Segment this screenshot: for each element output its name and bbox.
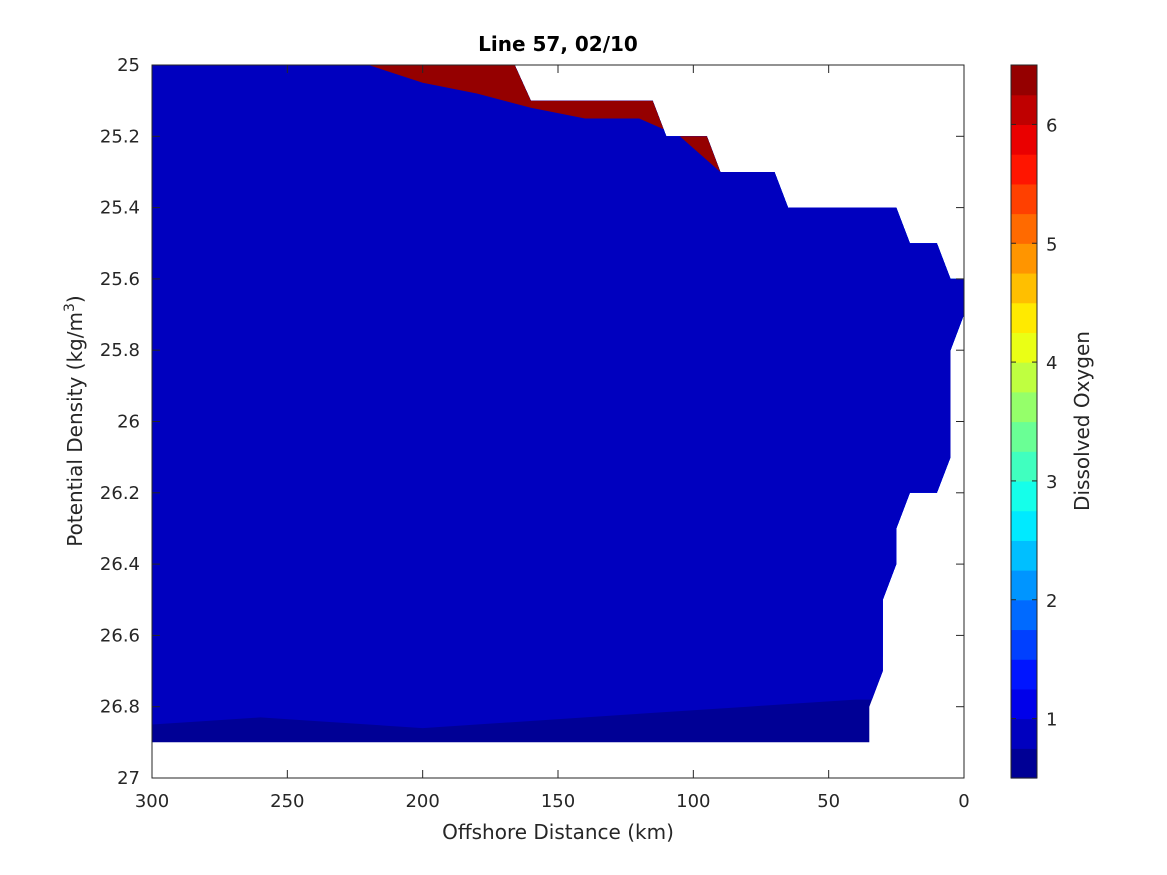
colorbar-segment [1011, 540, 1037, 571]
x-axis-label: Offshore Distance (km) [442, 820, 674, 844]
y-tick-label: 26.6 [100, 625, 140, 646]
colorbar-tick-label: 6 [1046, 115, 1057, 136]
colorbar-segment [1011, 629, 1037, 660]
colorbar-border [1010, 64, 1038, 779]
colorbar-segment [1011, 332, 1037, 363]
y-tick-label: 27 [117, 768, 140, 789]
colorbar-segment [1011, 688, 1037, 720]
y-tick-label: 25 [117, 55, 140, 76]
x-tick-label: 50 [817, 791, 840, 812]
x-axis-ticks: 300 250 200 150 100 50 0 [135, 65, 970, 812]
colorbar-segment [1011, 154, 1037, 185]
colorbar-segment [1011, 302, 1037, 333]
colorbar-tick-label: 3 [1046, 472, 1057, 493]
y-tick-label: 26.4 [100, 554, 140, 575]
x-tick-label: 250 [270, 791, 304, 812]
y-tick-label: 25.4 [100, 198, 140, 219]
colorbar-segment [1011, 124, 1037, 155]
colorbar-tick-label: 4 [1046, 353, 1057, 374]
colorbar-segment [1011, 183, 1037, 215]
contour-fill-layer [152, 65, 964, 743]
colorbar [1011, 65, 1037, 779]
y-axis-label-main: Potential Density (kg/m [63, 312, 87, 547]
colorbar-segment [1011, 570, 1037, 601]
colorbar-segment [1011, 421, 1037, 452]
colorbar-segment [1011, 391, 1037, 423]
y-axis-label-superscript: 3 [62, 303, 78, 312]
x-tick-label: 300 [135, 791, 169, 812]
colorbar-segment [1011, 65, 1037, 96]
x-tick-label: 150 [541, 791, 575, 812]
x-tick-label: 200 [405, 791, 439, 812]
y-tick-label: 26 [117, 412, 140, 433]
colorbar-segment [1011, 272, 1037, 304]
y-tick-label: 25.8 [100, 340, 140, 361]
y-axis-label: Potential Density (kg/m3) [62, 295, 87, 546]
colorbar-tick-label: 2 [1046, 591, 1057, 612]
colorbar-tick-label: 5 [1046, 234, 1057, 255]
colorbar-segment [1011, 94, 1037, 126]
colorbar-segment [1011, 243, 1037, 274]
colorbar-tick-label: 1 [1046, 710, 1057, 731]
contour-band [152, 65, 964, 729]
chart-title: Line 57, 02/10 [478, 32, 638, 56]
colorbar-ticks: 1 2 3 4 5 6 [1011, 115, 1057, 731]
colorbar-segment [1011, 718, 1037, 749]
y-axis-ticks: 25 25.2 25.4 25.6 25.8 26 26.2 26.4 26.6 26.8 27 [100, 55, 964, 789]
x-tick-label: 100 [676, 791, 710, 812]
colorbar-segment [1011, 480, 1037, 512]
colorbar-segment [1011, 213, 1037, 244]
y-tick-label: 26.2 [100, 483, 140, 504]
colorbar-segment [1011, 451, 1037, 482]
y-tick-label: 26.8 [100, 697, 140, 718]
colorbar-segment [1011, 510, 1037, 541]
colorbar-segment [1011, 659, 1037, 690]
colorbar-segment [1011, 748, 1037, 779]
colorbar-segment [1011, 362, 1037, 393]
y-tick-label: 25.6 [100, 269, 140, 290]
colorbar-label: Dissolved Oxygen [1070, 331, 1094, 511]
y-axis-label-close: ) [63, 295, 87, 303]
y-tick-label: 25.2 [100, 126, 140, 147]
colorbar-segment [1011, 599, 1037, 631]
x-tick-label: 0 [958, 791, 969, 812]
